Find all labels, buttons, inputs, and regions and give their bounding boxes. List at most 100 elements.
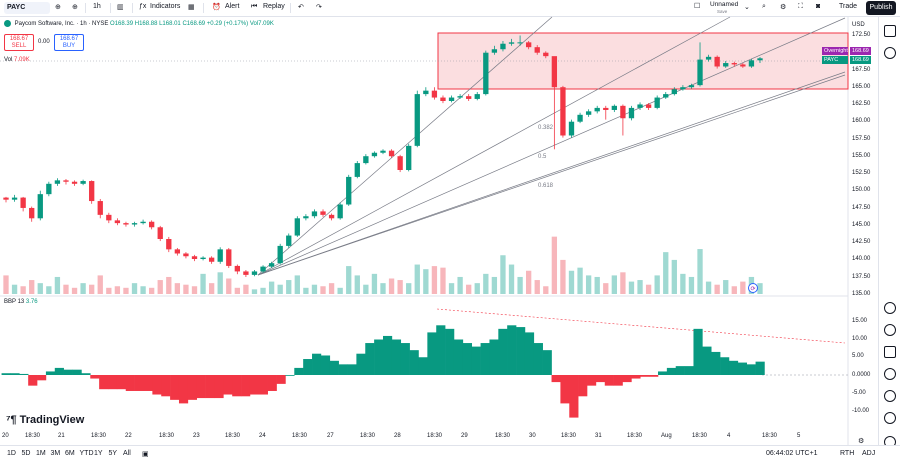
trade-button[interactable]: Trade — [839, 3, 858, 10]
price-axis-label[interactable]: 162.50 — [852, 101, 871, 107]
bbp-axis-label[interactable]: 10.00 — [852, 336, 868, 342]
camera-icon[interactable]: ◙ — [816, 3, 821, 10]
notifications-icon[interactable] — [884, 412, 896, 424]
volume-bar — [46, 286, 52, 294]
bbp-bar — [711, 351, 721, 375]
candle-body — [166, 239, 172, 250]
currency-label[interactable]: USD — [852, 22, 865, 28]
legend-title[interactable]: Paycom Software, Inc. · 1h · NYSE — [14, 21, 109, 28]
bbp-bar — [365, 343, 375, 375]
range-button[interactable]: 5Y — [108, 450, 118, 457]
date-axis-label: 18:30 — [692, 433, 708, 439]
price-axis-label[interactable]: 147.50 — [852, 204, 871, 211]
volume-bar — [526, 270, 532, 294]
spread-value: 0.00 — [38, 39, 50, 45]
compare-icon[interactable]: ⊕ — [55, 4, 61, 11]
price-axis-label[interactable]: 135.00 — [852, 290, 871, 297]
streams-icon[interactable] — [884, 390, 896, 402]
tradingview-logo[interactable]: ⁷¶ TradingView — [6, 414, 84, 426]
price-axis-label[interactable]: 137.50 — [852, 273, 871, 280]
bbp-bar — [746, 364, 756, 375]
price-axis-label[interactable]: 150.00 — [852, 187, 871, 194]
replay-button[interactable]: Replay — [263, 3, 285, 10]
hotlist-icon[interactable] — [884, 324, 896, 336]
calendar-range-icon[interactable]: ▣ — [142, 451, 149, 458]
buy-button[interactable]: 168.67 BUY — [54, 34, 84, 51]
volume-bar — [63, 284, 69, 294]
date-axis-label: 18:30 — [159, 433, 175, 439]
add-symbol-icon[interactable]: ⊕ — [72, 4, 78, 11]
layout-name[interactable]: Unnamed — [710, 1, 739, 8]
price-axis-label[interactable]: 160.00 — [852, 118, 871, 125]
price-axis-label[interactable]: 145.00 — [852, 221, 871, 228]
indicators-icon[interactable]: ƒx — [139, 3, 147, 10]
alert-icon[interactable]: ⏰ — [212, 4, 221, 11]
range-button[interactable]: 5D — [21, 450, 31, 457]
range-button[interactable]: 1D — [7, 450, 16, 457]
adjust-button[interactable]: ADJ — [862, 450, 876, 457]
search-icon[interactable]: ⌕ — [762, 3, 766, 10]
fullscreen-icon[interactable]: ⛶ — [798, 3, 803, 10]
bbp-axis-label[interactable]: 0.0000 — [852, 372, 871, 378]
bbp-bar — [294, 367, 304, 375]
redo-icon[interactable]: ↷ — [316, 4, 322, 11]
candle-body — [500, 43, 506, 50]
bbp-axis-label[interactable]: 5.00 — [852, 353, 864, 359]
volume-bar — [440, 267, 446, 294]
bbp-axis-label[interactable]: 15.00 — [852, 318, 868, 324]
price-axis-label[interactable]: 172.50 — [852, 32, 871, 38]
clock-time[interactable]: 06:44:02 UTC+1 — [766, 450, 818, 457]
templates-icon[interactable]: ▦ — [188, 4, 195, 11]
bbp-legend[interactable]: BBP 13 3.76 — [4, 299, 38, 305]
watchlist-icon[interactable] — [884, 25, 896, 37]
volume-value: 7.09K — [14, 57, 30, 63]
alert-button[interactable]: Alert — [225, 3, 240, 10]
symbol-search[interactable]: PAYC — [4, 2, 50, 14]
alerts-icon[interactable] — [884, 47, 896, 59]
volume-legend[interactable]: Vol 7.09K — [4, 57, 30, 63]
candle-body — [457, 96, 463, 98]
candle-body — [414, 94, 420, 146]
settings-gear-icon[interactable]: ⚙ — [858, 438, 865, 445]
range-button[interactable]: All — [123, 450, 131, 457]
range-button[interactable]: 1Y — [94, 450, 103, 457]
volume-bar — [346, 266, 352, 294]
layout-icon[interactable]: ☐ — [694, 3, 701, 10]
price-axis-label[interactable]: 152.50 — [852, 170, 871, 176]
publish-button[interactable]: Publish — [866, 1, 896, 15]
candle-body — [508, 42, 515, 44]
range-button[interactable]: YTD — [79, 450, 94, 457]
price-axis-label[interactable]: 142.50 — [852, 239, 871, 245]
price-axis-label[interactable]: 155.00 — [852, 152, 871, 159]
candle-body — [20, 197, 26, 208]
candle-body — [123, 223, 129, 225]
target-icon[interactable] — [884, 302, 896, 314]
bbp-bar — [143, 375, 153, 391]
bbp-bar — [267, 375, 277, 391]
bbp-bar — [453, 339, 464, 375]
date-axis-label: 21 — [58, 433, 65, 439]
ideas-icon[interactable] — [884, 368, 896, 380]
bbp-axis-label[interactable]: -10.00 — [852, 408, 870, 414]
bbp-axis-label[interactable]: -5.00 — [852, 390, 866, 396]
range-button[interactable]: 3M — [50, 450, 61, 457]
price-axis-label[interactable]: 140.00 — [852, 256, 871, 263]
sell-button[interactable]: 168.67 SELL — [4, 34, 34, 51]
chevron-down-icon[interactable]: ⌄ — [744, 4, 750, 11]
candle-body — [140, 221, 146, 224]
settings-icon[interactable]: ⚙ — [780, 4, 787, 11]
range-button[interactable]: 1M — [36, 450, 46, 457]
price-axis-label[interactable]: 165.00 — [852, 83, 871, 90]
range-button[interactable]: 6M — [65, 450, 75, 457]
indicators-button[interactable]: Indicators — [150, 3, 181, 10]
chart-type-icon[interactable]: ▥ — [117, 4, 124, 11]
calendar-icon[interactable] — [884, 346, 896, 358]
price-axis-label[interactable]: 167.50 — [852, 66, 871, 73]
bbp-bar — [178, 375, 189, 404]
session-button[interactable]: RTH — [840, 450, 855, 457]
replay-icon[interactable]: ⏮ — [251, 3, 258, 10]
undo-icon[interactable]: ↶ — [298, 4, 304, 11]
price-axis-label[interactable]: 157.50 — [852, 135, 871, 142]
interval-button[interactable]: 1h — [93, 3, 101, 10]
